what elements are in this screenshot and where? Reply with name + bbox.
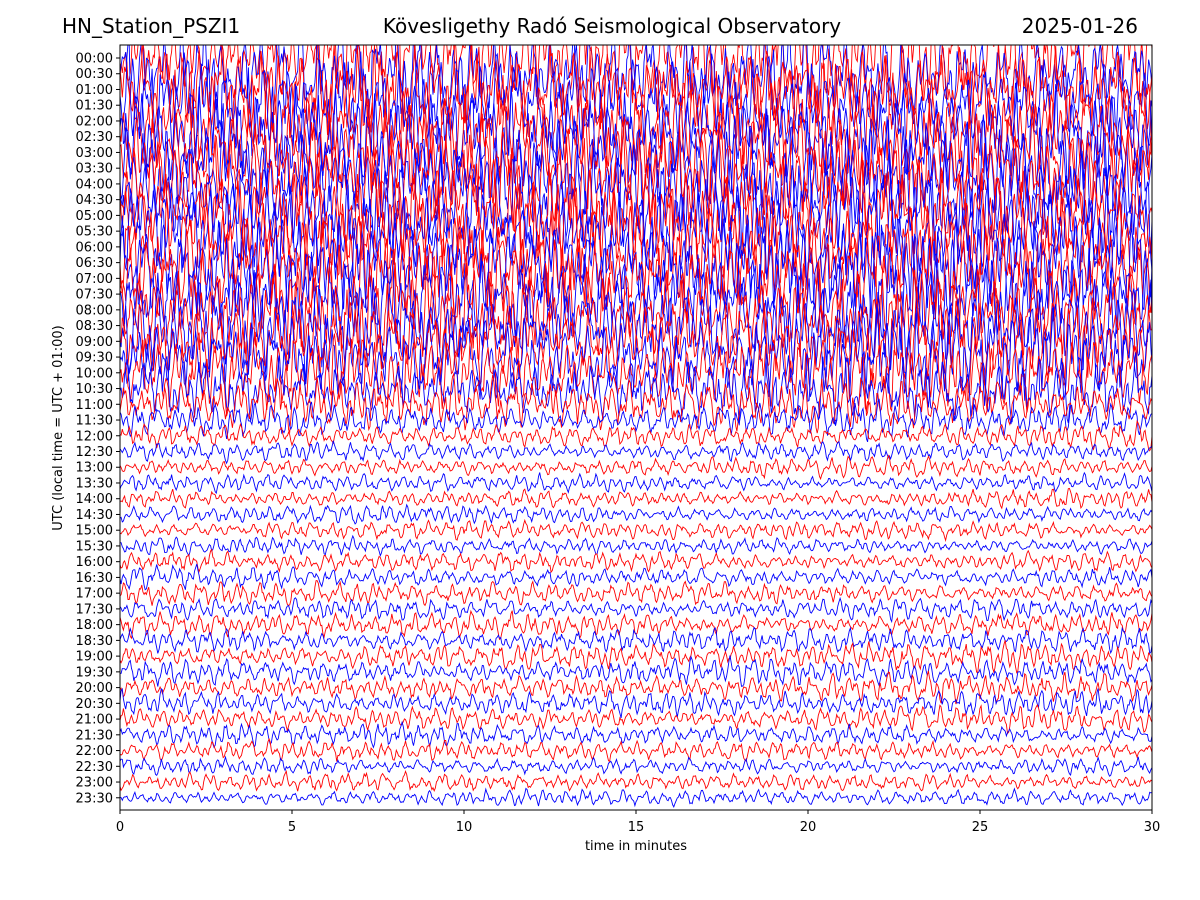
trace-0100 — [120, 45, 1152, 147]
trace-1900 — [120, 640, 1152, 674]
y-tick-label: 00:30 — [76, 67, 113, 82]
y-tick-label: 05:00 — [76, 209, 113, 224]
trace-1700 — [120, 580, 1152, 607]
y-tick-label: 21:00 — [76, 713, 113, 728]
trace-1930 — [120, 655, 1152, 688]
y-tick-label: 21:30 — [76, 728, 113, 743]
x-tick-label: 15 — [628, 820, 645, 835]
trace-2100 — [120, 703, 1152, 735]
y-tick-label: 17:00 — [76, 587, 113, 602]
y-tick-label: 06:30 — [76, 256, 113, 271]
date-label: 2025-01-26 — [1021, 14, 1138, 38]
y-tick-label: 05:30 — [76, 225, 113, 240]
x-axis: 0 5 10 15 20 25 30 — [116, 810, 1160, 835]
y-tick-label: 19:30 — [76, 665, 113, 680]
y-tick-label: 14:00 — [76, 492, 113, 507]
chart-title: Kövesligethy Radó Seismological Observat… — [382, 14, 842, 38]
x-tick-label: 25 — [972, 820, 989, 835]
trace-2230 — [120, 755, 1152, 777]
trace-1830 — [120, 626, 1152, 655]
trace-1600 — [120, 548, 1152, 574]
y-tick-label: 16:00 — [76, 555, 113, 570]
y-tick-label: 03:00 — [76, 146, 113, 161]
y-tick-label: 00:00 — [76, 52, 113, 67]
trace-0700 — [120, 213, 1152, 334]
trace-group — [120, 45, 1152, 809]
trace-2330 — [120, 787, 1152, 809]
y-axis: 00:0000:3001:0001:3002:0002:3003:0003:30… — [76, 52, 120, 806]
trace-2300 — [120, 770, 1152, 793]
station-label: HN_Station_PSZI1 — [62, 14, 241, 38]
y-tick-label: 12:00 — [76, 429, 113, 444]
trace-2200 — [120, 737, 1152, 763]
y-tick-label: 13:00 — [76, 461, 113, 476]
trace-1100 — [120, 372, 1152, 434]
y-tick-label: 15:30 — [76, 539, 113, 554]
y-tick-label: 19:00 — [76, 650, 113, 665]
trace-0200 — [120, 63, 1152, 187]
y-tick-label: 15:00 — [76, 524, 113, 539]
trace-2130 — [120, 720, 1152, 749]
trace-1500 — [120, 518, 1152, 543]
y-tick-label: 13:30 — [76, 476, 113, 491]
y-tick-label: 09:30 — [76, 351, 113, 366]
y-tick-label: 10:30 — [76, 382, 113, 397]
trace-0930 — [120, 304, 1152, 408]
y-tick-label: 06:00 — [76, 240, 113, 255]
x-tick-label: 30 — [1144, 820, 1161, 835]
trace-1130 — [120, 398, 1152, 443]
y-tick-label: 18:00 — [76, 618, 113, 633]
trace-1300 — [120, 454, 1152, 481]
y-tick-label: 03:30 — [76, 162, 113, 177]
y-tick-label: 09:00 — [76, 335, 113, 350]
y-tick-label: 08:30 — [76, 319, 113, 334]
trace-1230 — [120, 440, 1152, 465]
x-tick-label: 5 — [288, 820, 296, 835]
y-tick-label: 17:30 — [76, 602, 113, 617]
y-tick-label: 18:30 — [76, 634, 113, 649]
trace-1630 — [120, 563, 1152, 591]
y-tick-label: 12:30 — [76, 445, 113, 460]
y-tick-label: 20:30 — [76, 697, 113, 712]
x-tick-label: 20 — [800, 820, 817, 835]
y-tick-label: 20:00 — [76, 681, 113, 696]
trace-1530 — [120, 534, 1152, 558]
trace-0630 — [120, 207, 1152, 320]
y-axis-label: UTC (local time = UTC + 01:00) — [51, 325, 66, 530]
trace-0000 — [120, 45, 1152, 110]
y-tick-label: 08:00 — [76, 303, 113, 318]
trace-1400 — [120, 487, 1152, 510]
y-tick-label: 23:30 — [76, 791, 113, 806]
trace-2030 — [120, 687, 1152, 719]
y-tick-label: 07:00 — [76, 272, 113, 287]
y-tick-label: 11:30 — [76, 414, 113, 429]
y-tick-label: 02:00 — [76, 114, 113, 129]
trace-1000 — [120, 327, 1152, 417]
y-tick-label: 04:00 — [76, 177, 113, 192]
trace-1430 — [120, 503, 1152, 525]
x-tick-label: 0 — [116, 820, 124, 835]
y-tick-label: 01:00 — [76, 83, 113, 98]
trace-2000 — [120, 670, 1152, 705]
y-tick-label: 16:30 — [76, 571, 113, 586]
y-tick-label: 10:00 — [76, 366, 113, 381]
x-tick-label: 10 — [456, 820, 473, 835]
y-tick-label: 04:30 — [76, 193, 113, 208]
trace-1200 — [120, 419, 1152, 452]
y-tick-label: 02:30 — [76, 130, 113, 145]
trace-0530 — [120, 169, 1152, 284]
y-tick-label: 01:30 — [76, 99, 113, 114]
x-axis-label: time in minutes — [585, 839, 687, 854]
trace-0900 — [120, 286, 1152, 402]
y-tick-label: 07:30 — [76, 288, 113, 303]
trace-1330 — [120, 471, 1152, 495]
y-tick-label: 14:30 — [76, 508, 113, 523]
trace-0330 — [120, 104, 1152, 227]
y-tick-label: 11:00 — [76, 398, 113, 413]
trace-1730 — [120, 596, 1152, 624]
y-tick-label: 23:00 — [76, 776, 113, 791]
y-tick-label: 22:00 — [76, 744, 113, 759]
y-tick-label: 22:30 — [76, 760, 113, 775]
